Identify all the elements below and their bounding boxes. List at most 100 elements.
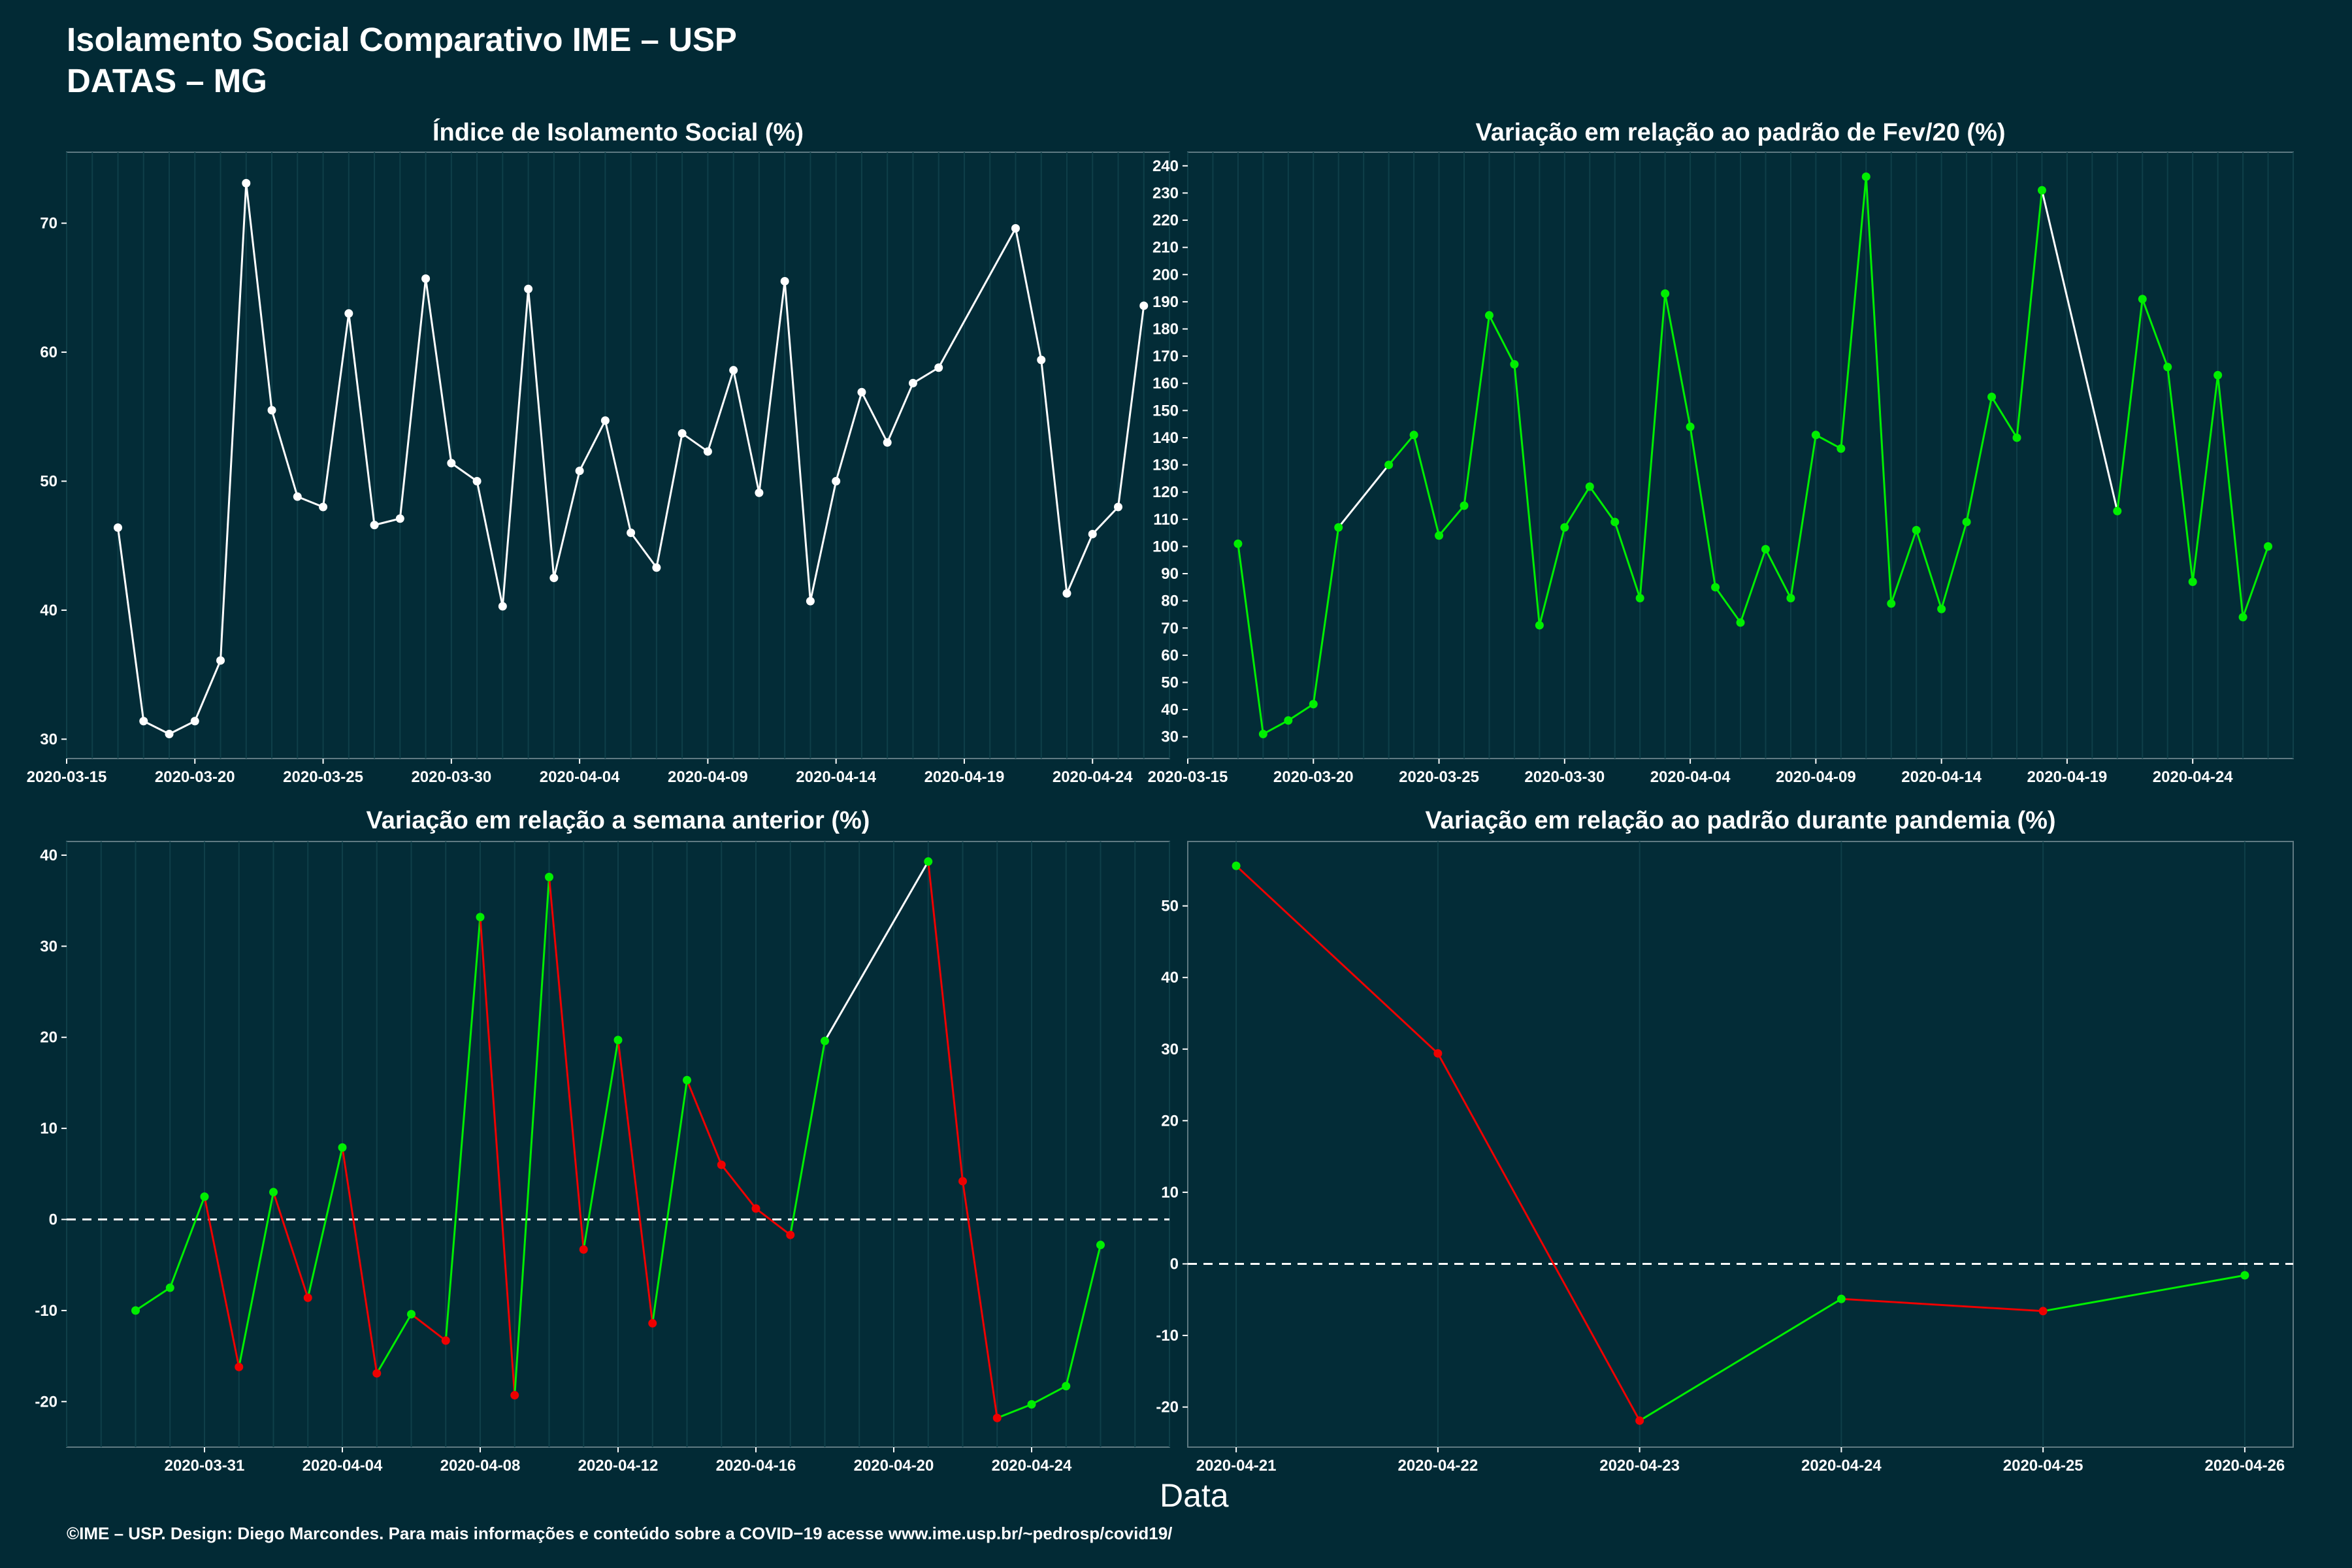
x-tick-label: 2020-04-19	[2027, 768, 2108, 786]
series-segment	[1031, 1385, 1067, 1405]
series-segment	[651, 1080, 688, 1324]
x-tick-label: 2020-04-14	[796, 768, 876, 786]
series-segment	[238, 1192, 274, 1367]
series-segment	[2217, 375, 2244, 617]
data-point	[2037, 186, 2046, 195]
data-point	[1232, 861, 1241, 870]
data-point	[2113, 506, 2122, 515]
data-point	[575, 466, 584, 476]
series-segment	[2016, 190, 2043, 438]
data-point	[319, 502, 328, 512]
x-tick-label: 2020-03-30	[411, 768, 491, 786]
series-segment	[527, 289, 555, 578]
series-segment	[860, 391, 889, 443]
data-point	[344, 309, 353, 318]
series-segment	[1563, 486, 1591, 529]
page-title: Isolamento Social Comparativo IME – USP	[67, 21, 737, 58]
series-segment	[1639, 293, 1667, 598]
series-segment	[681, 433, 709, 453]
data-point	[549, 574, 559, 583]
data-point	[703, 447, 712, 456]
x-tick-label: 2020-03-20	[155, 768, 235, 786]
series-segment	[1262, 719, 1289, 735]
y-tick-label: 130	[1152, 457, 1179, 474]
data-point	[2213, 370, 2223, 380]
y-tick-label: -20	[35, 1393, 57, 1411]
data-point	[338, 1143, 347, 1152]
series-segment	[927, 861, 964, 1182]
x-tick-label: 2020-04-19	[924, 768, 1005, 786]
data-point	[780, 276, 789, 286]
series-segment	[220, 183, 248, 661]
data-point	[1510, 360, 1519, 369]
x-tick-label: 2020-04-21	[1196, 1457, 1277, 1475]
series-segment	[2141, 299, 2169, 368]
series-segment	[1388, 434, 1415, 466]
data-point	[1711, 583, 1720, 592]
data-point	[832, 476, 841, 485]
series-segment	[270, 410, 299, 497]
data-point	[1887, 599, 1896, 608]
series-segment	[169, 1196, 206, 1288]
data-point	[648, 1318, 657, 1328]
y-tick-label: 120	[1152, 483, 1179, 501]
series-segment	[169, 720, 195, 735]
series-segment	[476, 481, 504, 607]
data-point	[683, 1075, 691, 1085]
series-segment	[348, 313, 376, 525]
series-segment	[1689, 427, 1717, 588]
data-point	[2240, 1271, 2249, 1280]
series-segment	[938, 227, 1017, 368]
data-point	[190, 717, 199, 726]
y-tick-label: 20	[40, 1029, 57, 1047]
series-segment	[578, 420, 606, 472]
data-point	[372, 1369, 382, 1378]
series-segment	[1915, 529, 1943, 610]
data-point	[613, 1036, 623, 1045]
series-segment	[1840, 176, 1867, 449]
chart-panel-3: Variação em relação a semana anterior (%…	[35, 807, 1170, 1475]
y-tick-label: 110	[1153, 511, 1179, 529]
chart-title: Índice de Isolamento Social (%)	[433, 118, 804, 146]
data-point	[1062, 589, 1071, 598]
series-segment	[376, 1313, 412, 1374]
series-segment	[2042, 1274, 2246, 1313]
data-point	[1761, 545, 1770, 554]
series-segment	[553, 470, 581, 578]
series-segment	[548, 877, 585, 1250]
data-point	[242, 178, 251, 188]
data-point	[1011, 223, 1020, 233]
x-tick-label: 2020-04-14	[1901, 768, 1982, 786]
x-tick-label: 2020-04-24	[1801, 1457, 1882, 1475]
plot-area	[1187, 841, 2294, 1448]
data-point	[1258, 730, 1267, 739]
data-point	[421, 274, 431, 283]
data-point	[1435, 531, 1444, 540]
data-point	[652, 563, 661, 572]
x-tick-label: 2020-04-09	[1776, 768, 1856, 786]
series-segment	[1765, 548, 1792, 599]
data-point	[267, 406, 276, 415]
y-tick-label: 150	[1152, 402, 1179, 419]
series-segment	[1739, 549, 1767, 623]
y-tick-label: 80	[1161, 593, 1179, 610]
y-tick-label: 160	[1152, 375, 1179, 393]
series-segment	[1065, 1245, 1102, 1386]
y-tick-label: 180	[1152, 320, 1179, 338]
data-point	[1027, 1399, 1036, 1409]
chart-title: Variação em relação ao padrão de Fev/20 …	[1475, 119, 2005, 146]
series-segment	[912, 367, 939, 384]
data-point	[1460, 501, 1469, 510]
y-tick-label: -10	[1156, 1327, 1179, 1345]
series-segment	[2191, 375, 2219, 582]
series-segment	[143, 720, 170, 735]
data-point	[883, 438, 892, 447]
data-point	[1585, 482, 1594, 491]
series-segment	[1664, 293, 1691, 427]
page-subtitle: DATAS – MG	[67, 62, 267, 99]
data-point	[751, 1204, 760, 1213]
y-tick-label: 240	[1152, 157, 1179, 175]
y-tick-label: 60	[40, 344, 57, 361]
data-point	[2012, 433, 2021, 442]
series-segment	[617, 1039, 654, 1324]
